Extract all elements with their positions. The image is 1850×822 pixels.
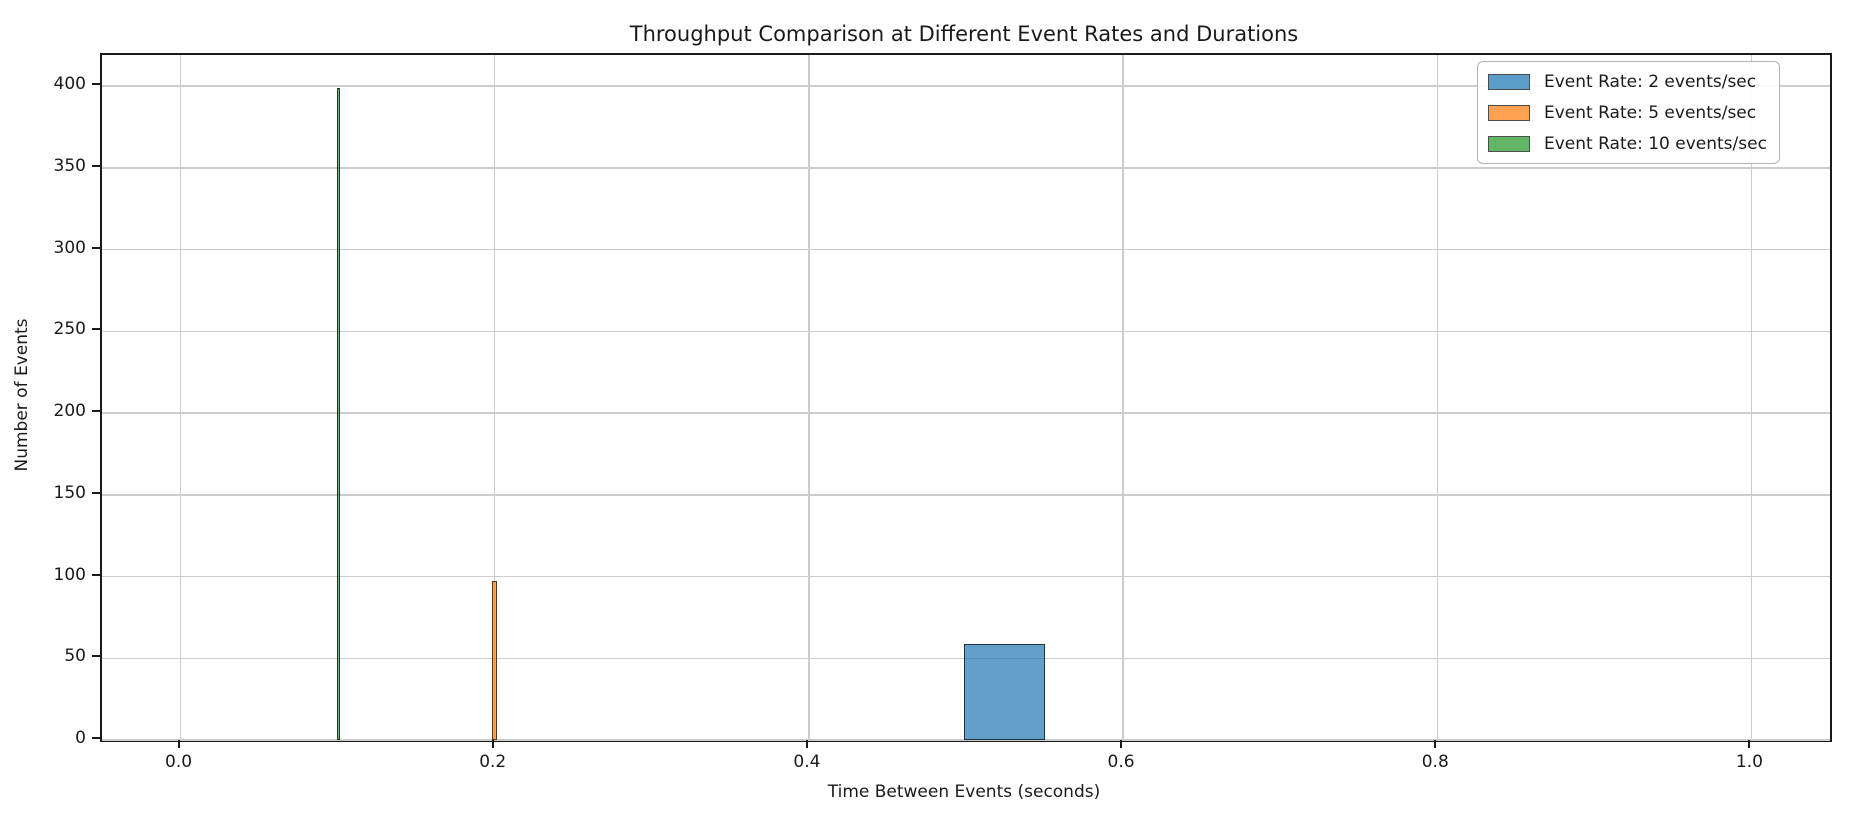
legend-item: Event Rate: 10 events/sec bbox=[1488, 133, 1767, 154]
x-tick-mark bbox=[177, 740, 180, 748]
x-tick-mark bbox=[1120, 740, 1123, 748]
histogram-bar-series-1 bbox=[492, 581, 498, 740]
y-tick-label: 350 bbox=[53, 155, 86, 176]
y-gridline bbox=[102, 412, 1830, 414]
y-tick-mark bbox=[92, 655, 100, 658]
legend-swatch-orange bbox=[1488, 104, 1530, 121]
x-tick-mark bbox=[1748, 740, 1751, 748]
y-tick-label: 300 bbox=[53, 237, 86, 258]
y-gridline bbox=[102, 575, 1830, 578]
x-tick-label: 0.4 bbox=[793, 752, 821, 772]
y-tick-mark bbox=[92, 491, 100, 494]
y-tick-label: 50 bbox=[64, 646, 86, 667]
legend-item: Event Rate: 5 events/sec bbox=[1488, 102, 1767, 123]
y-tick-mark bbox=[92, 83, 100, 86]
x-gridline bbox=[1122, 55, 1124, 740]
y-gridline bbox=[102, 494, 1830, 496]
x-gridline bbox=[808, 55, 810, 740]
x-tick-mark bbox=[491, 740, 494, 748]
y-gridline bbox=[102, 85, 1830, 87]
x-tick-label: 0.2 bbox=[479, 752, 507, 772]
y-tick-label: 0 bbox=[75, 728, 86, 748]
x-gridline bbox=[179, 55, 182, 740]
x-tick-label: 0.6 bbox=[1107, 752, 1135, 772]
y-tick-mark bbox=[92, 328, 100, 331]
legend-swatch-green bbox=[1488, 135, 1530, 152]
x-tick-label: 0.0 bbox=[165, 752, 193, 772]
legend: Event Rate: 2 events/sec Event Rate: 5 e… bbox=[1477, 61, 1780, 164]
x-tick-label: 1.0 bbox=[1735, 752, 1763, 772]
y-tick-label: 250 bbox=[53, 319, 86, 340]
x-tick-mark bbox=[1434, 740, 1437, 748]
x-tick-label: 0.8 bbox=[1421, 752, 1449, 772]
x-gridline bbox=[1750, 55, 1753, 740]
legend-label: Event Rate: 5 events/sec bbox=[1544, 102, 1757, 123]
legend-item: Event Rate: 2 events/sec bbox=[1488, 71, 1767, 92]
y-axis-label: Number of Events bbox=[12, 318, 32, 472]
y-gridline bbox=[102, 739, 1830, 741]
y-gridline bbox=[102, 248, 1830, 251]
y-gridline bbox=[102, 330, 1830, 333]
x-tick-mark bbox=[805, 740, 808, 748]
x-gridline bbox=[493, 55, 496, 740]
y-gridline bbox=[102, 167, 1830, 169]
histogram-bar-series-0 bbox=[964, 643, 1045, 740]
plot-area bbox=[100, 53, 1832, 742]
x-axis-label: Time Between Events (seconds) bbox=[827, 782, 1101, 802]
y-tick-mark bbox=[92, 246, 100, 249]
chart-title: Throughput Comparison at Different Event… bbox=[629, 22, 1299, 46]
y-tick-mark bbox=[92, 410, 100, 413]
y-tick-mark bbox=[92, 573, 100, 576]
y-tick-mark bbox=[92, 164, 100, 167]
legend-label: Event Rate: 2 events/sec bbox=[1544, 71, 1757, 92]
y-tick-label: 200 bbox=[53, 401, 86, 422]
y-tick-label: 100 bbox=[53, 564, 86, 585]
y-tick-label: 150 bbox=[53, 482, 86, 503]
x-gridline bbox=[1436, 55, 1439, 740]
y-tick-mark bbox=[92, 737, 100, 739]
legend-label: Event Rate: 10 events/sec bbox=[1544, 133, 1767, 154]
histogram-bar-series-2 bbox=[336, 87, 340, 740]
y-tick-label: 400 bbox=[53, 74, 86, 95]
legend-swatch-blue bbox=[1488, 73, 1530, 90]
